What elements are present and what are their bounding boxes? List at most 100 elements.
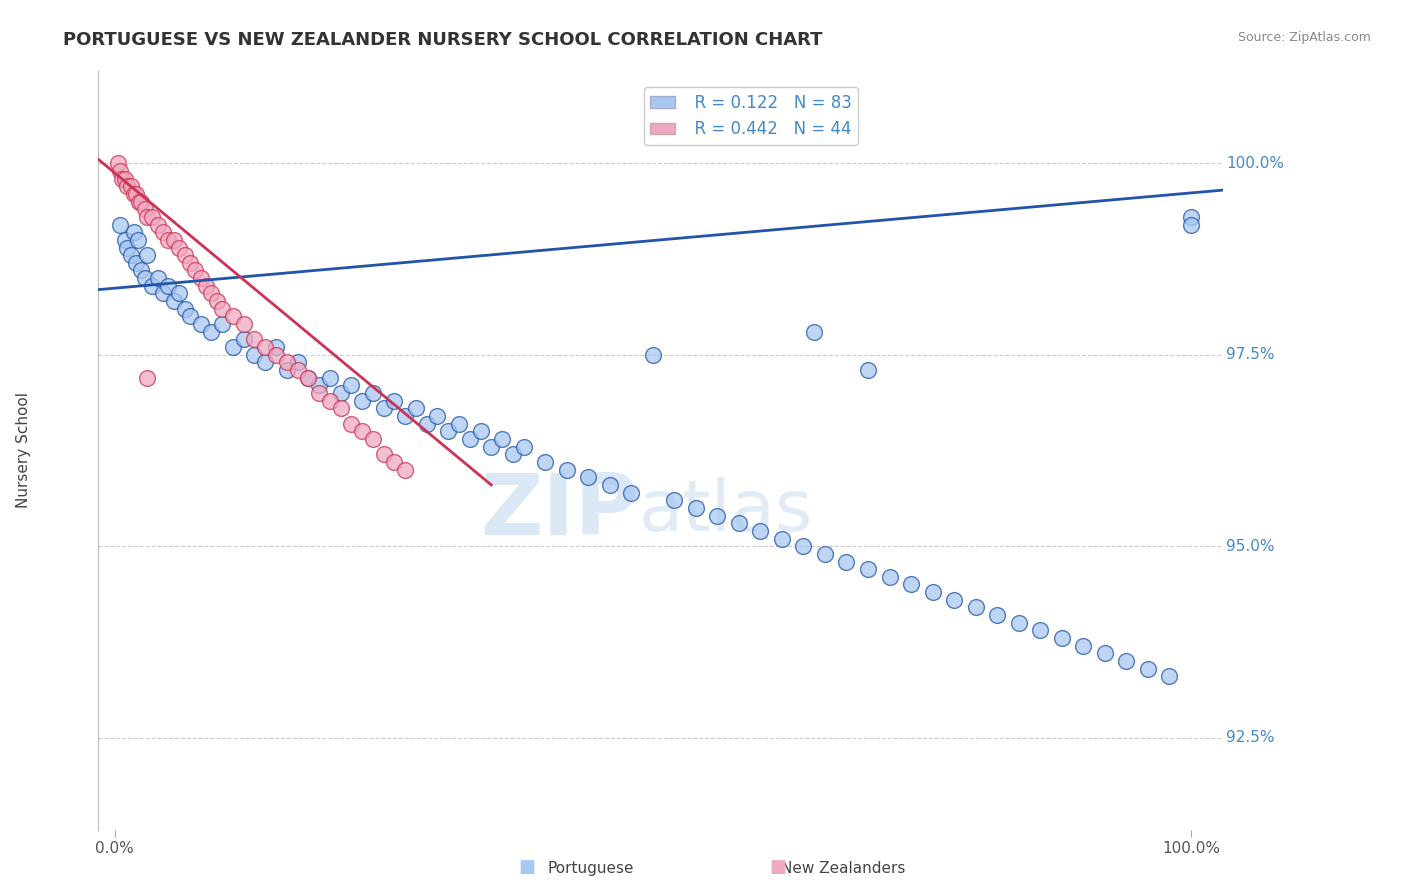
Point [152, 225, 174, 239]
Point [190, 317, 212, 331]
Point [114, 233, 136, 247]
Point [1136, 662, 1159, 676]
Point [555, 462, 578, 476]
Point [470, 425, 492, 439]
Point [921, 585, 943, 599]
Point [200, 286, 222, 301]
Point [135, 248, 157, 262]
Point [134, 202, 156, 217]
Point [1180, 210, 1202, 224]
Point [122, 225, 145, 239]
Point [200, 325, 222, 339]
Point [179, 310, 201, 324]
Point [900, 577, 922, 591]
Point [340, 417, 363, 431]
Point [264, 340, 287, 354]
Point [120, 179, 142, 194]
Point [297, 370, 319, 384]
Point [1159, 669, 1181, 683]
Point [384, 393, 406, 408]
Point [986, 608, 1008, 623]
Point [447, 417, 470, 431]
Point [243, 348, 266, 362]
Text: New Zealanders: New Zealanders [782, 861, 905, 876]
Point [352, 425, 374, 439]
Point [814, 547, 837, 561]
Point [173, 301, 195, 316]
Point [157, 278, 180, 293]
Point [405, 401, 427, 416]
Point [190, 271, 212, 285]
Point [856, 363, 879, 377]
Point [706, 508, 728, 523]
Point [576, 470, 599, 484]
Point [1050, 631, 1073, 645]
Text: ■: ■ [519, 858, 536, 876]
Point [664, 493, 686, 508]
Point [1071, 639, 1094, 653]
Point [641, 348, 664, 362]
Text: Portuguese: Portuguese [547, 861, 634, 876]
Point [426, 409, 449, 423]
Point [152, 286, 174, 301]
Point [276, 355, 298, 369]
Point [352, 393, 374, 408]
Point [728, 516, 751, 531]
Point [394, 462, 416, 476]
Point [128, 194, 150, 209]
Point [111, 171, 134, 186]
Point [107, 156, 129, 170]
Text: PORTUGUESE VS NEW ZEALANDER NURSERY SCHOOL CORRELATION CHART: PORTUGUESE VS NEW ZEALANDER NURSERY SCHO… [63, 31, 823, 49]
Point [254, 355, 277, 369]
Point [965, 600, 987, 615]
Point [361, 386, 384, 401]
Point [108, 218, 131, 232]
Point [415, 417, 437, 431]
Point [184, 263, 207, 277]
Point [943, 592, 966, 607]
Point [195, 278, 218, 293]
Point [167, 286, 190, 301]
Text: atlas: atlas [638, 476, 813, 546]
Point [205, 294, 228, 309]
Point [146, 218, 169, 232]
Point [131, 263, 153, 277]
Point [232, 333, 254, 347]
Point [157, 233, 180, 247]
Point [211, 317, 233, 331]
Point [792, 539, 814, 553]
Point [222, 340, 245, 354]
Point [120, 248, 142, 262]
Point [287, 363, 309, 377]
Point [131, 194, 153, 209]
Point [179, 256, 201, 270]
Point [599, 478, 621, 492]
Point [276, 363, 298, 377]
Point [502, 447, 524, 461]
Point [458, 432, 481, 446]
Point [394, 409, 416, 423]
Point [835, 554, 858, 568]
Point [1094, 647, 1116, 661]
Point [297, 370, 319, 384]
Point [856, 562, 879, 576]
Text: 92.5%: 92.5% [1226, 731, 1275, 745]
Point [329, 386, 352, 401]
Point [125, 186, 148, 201]
Point [141, 278, 163, 293]
Point [167, 240, 190, 254]
Point [329, 401, 352, 416]
Point [373, 401, 395, 416]
Point [163, 233, 186, 247]
Point [117, 179, 139, 194]
Point [125, 256, 148, 270]
Text: ■: ■ [769, 858, 786, 876]
Point [1180, 218, 1202, 232]
Point [361, 432, 384, 446]
Point [384, 455, 406, 469]
Point [1029, 624, 1052, 638]
Point [685, 500, 707, 515]
Point [127, 233, 149, 247]
Point [340, 378, 363, 392]
Point [141, 210, 163, 224]
